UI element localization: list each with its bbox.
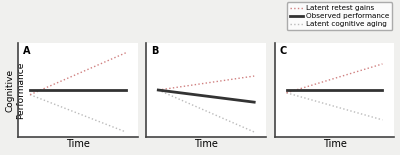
X-axis label: Time: Time — [194, 140, 218, 149]
Text: B: B — [151, 46, 158, 56]
X-axis label: Time: Time — [66, 140, 90, 149]
X-axis label: Time: Time — [322, 140, 346, 149]
Y-axis label: Cognitive
Performance: Cognitive Performance — [6, 61, 25, 119]
Text: A: A — [23, 46, 30, 56]
Text: C: C — [279, 46, 286, 56]
Legend: Latent retest gains, Observed performance, Latent cognitive aging: Latent retest gains, Observed performanc… — [287, 2, 392, 30]
